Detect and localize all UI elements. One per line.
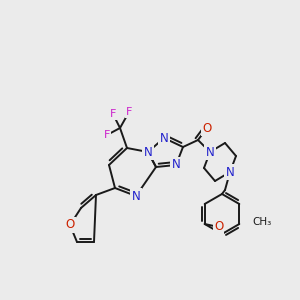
Text: F: F [104, 130, 110, 140]
Text: F: F [126, 107, 132, 117]
Text: CH₃: CH₃ [252, 217, 272, 227]
Text: O: O [214, 220, 223, 233]
Text: O: O [202, 122, 211, 134]
Text: N: N [160, 131, 168, 145]
Text: F: F [110, 109, 116, 119]
Text: N: N [226, 166, 234, 178]
Text: N: N [206, 146, 214, 158]
Text: N: N [172, 158, 180, 172]
Text: N: N [144, 146, 152, 158]
Text: O: O [65, 218, 75, 232]
Text: N: N [132, 190, 140, 202]
